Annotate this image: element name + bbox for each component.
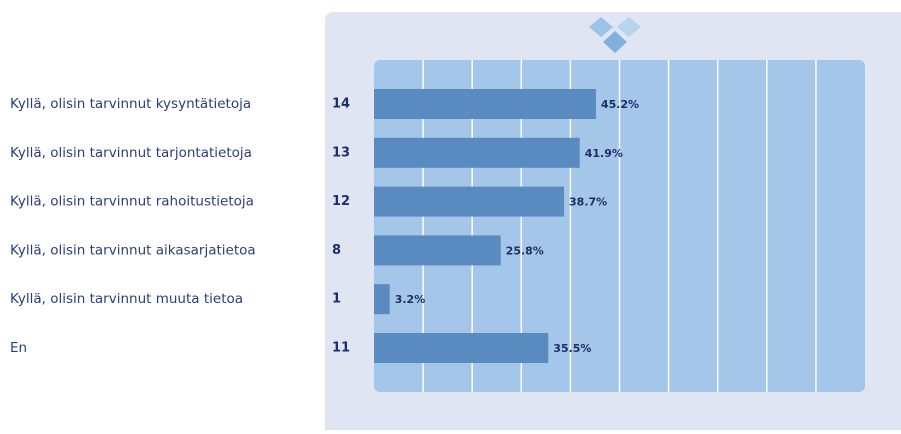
count-label: 13	[332, 145, 350, 160]
logo-part	[617, 17, 641, 37]
category-label: Kyllä, olisin tarvinnut tarjontatietoja	[10, 145, 252, 161]
category-label: Kyllä, olisin tarvinnut kysyntätietoja	[10, 96, 251, 112]
category-label: Kyllä, olisin tarvinnut rahoitustietoja	[10, 194, 254, 210]
bar	[374, 89, 596, 119]
bar	[374, 186, 565, 217]
data-label: 25.8%	[506, 244, 544, 257]
logo	[589, 17, 641, 53]
data-label: 41.9%	[585, 147, 623, 160]
category-label: En	[10, 340, 27, 356]
bar	[374, 137, 580, 168]
data-label: 45.2%	[601, 98, 639, 111]
count-label: 1	[332, 292, 341, 307]
category-label: Kyllä, olisin tarvinnut muuta tietoa	[10, 291, 243, 307]
data-label: 38.7%	[569, 196, 607, 209]
bar	[374, 284, 390, 315]
count-label: 12	[332, 194, 350, 209]
logo-part	[589, 17, 613, 37]
count-label: 11	[332, 341, 350, 356]
logo-part	[603, 31, 627, 53]
data-label: 35.5%	[553, 342, 591, 355]
data-label: 3.2%	[395, 293, 426, 306]
bar	[374, 333, 549, 363]
bar	[374, 235, 501, 266]
count-label: 8	[332, 243, 341, 258]
category-label: Kyllä, olisin tarvinnut aikasarjatietoa	[10, 242, 256, 258]
count-label: 14	[332, 97, 350, 112]
